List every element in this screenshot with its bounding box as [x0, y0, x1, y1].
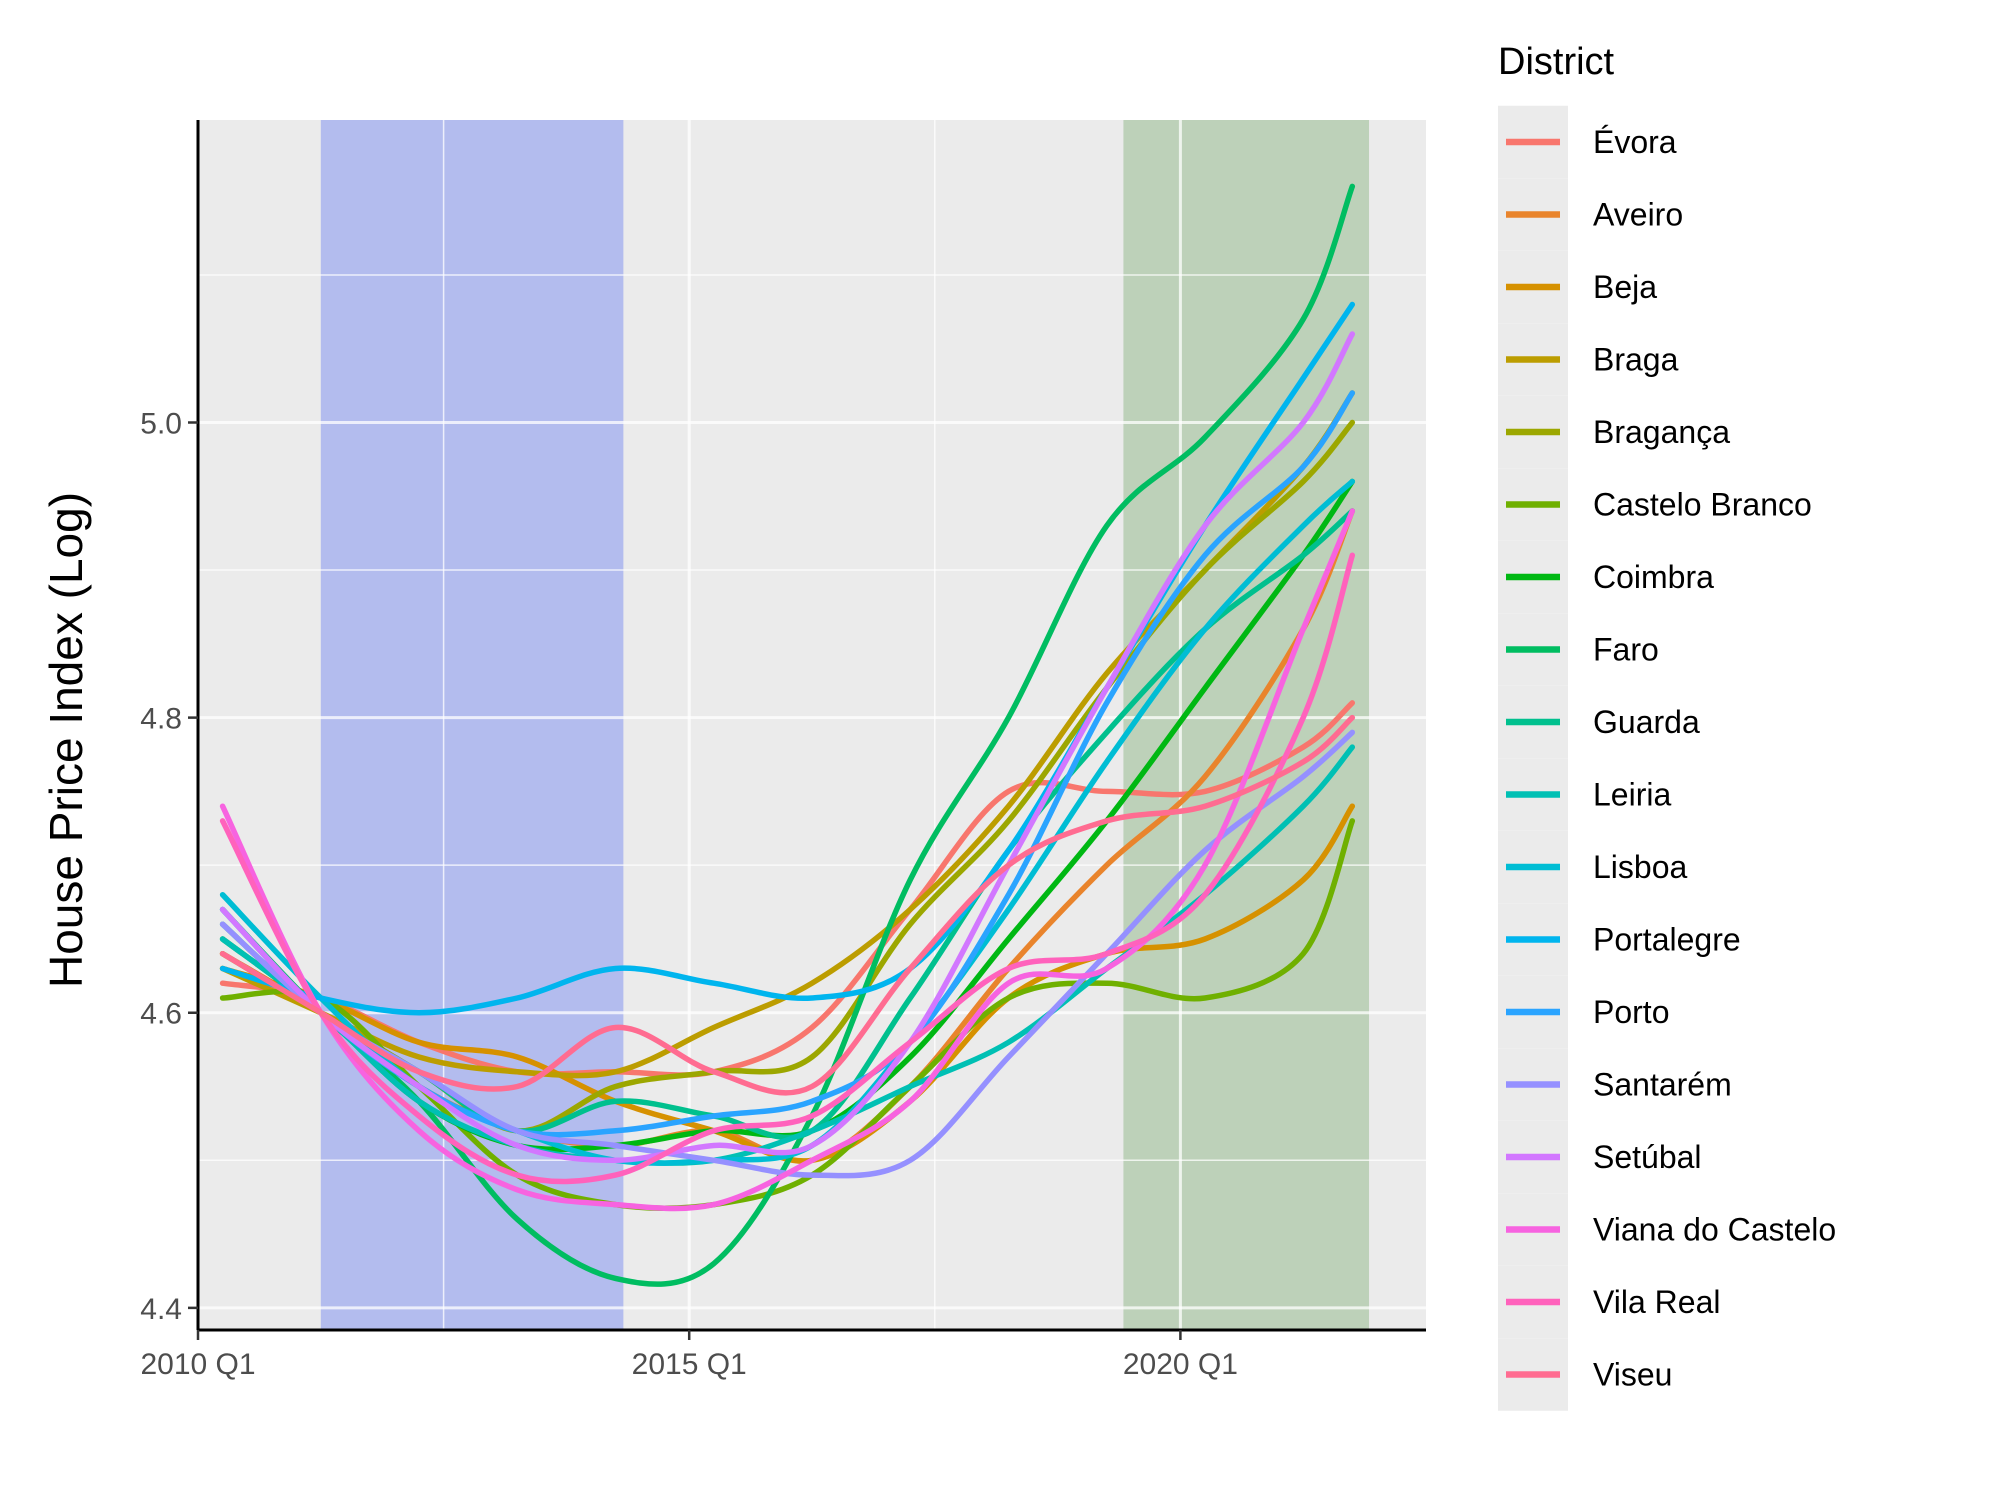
x-tick-label: 2020 Q1: [1123, 1348, 1238, 1381]
y-axis-label: House Price Index (Log): [40, 492, 92, 988]
y-tick-label: 4.8: [140, 703, 182, 736]
legend-item-label: Beja: [1593, 269, 1657, 305]
legend-item-label: Évora: [1593, 124, 1677, 160]
series-line-15: [219, 331, 1356, 1164]
y-tick-label: 4.4: [140, 1293, 182, 1326]
series-line-16: [219, 508, 1356, 1212]
series-line-18: [219, 714, 1356, 1096]
legend-item-label: Viseu: [1593, 1357, 1672, 1393]
y-tick-label: 4.6: [140, 998, 182, 1031]
legend-item-label: Santarém: [1593, 1067, 1732, 1103]
legend: District Évora Aveiro Beja Braga Bragança Cas…: [1498, 41, 1836, 1411]
legend-item-label: Faro: [1593, 632, 1659, 668]
legend-item-label: Vila Real: [1593, 1284, 1720, 1320]
legend-item-label: Porto: [1593, 994, 1669, 1030]
x-tick-label: 2010 Q1: [140, 1348, 255, 1381]
legend-item-label: Lisboa: [1593, 849, 1688, 885]
legend-item-label: Castelo Branco: [1593, 487, 1812, 523]
legend-item-label: Guarda: [1593, 704, 1700, 740]
series-lines: [219, 183, 1356, 1287]
x-tick-label: 2015 Q1: [632, 1348, 747, 1381]
legend-item-label: Leiria: [1593, 777, 1671, 813]
legend-item-label: Viana do Castelo: [1593, 1212, 1836, 1248]
y-tick-label: 5.0: [140, 408, 182, 441]
series-line-17: [219, 552, 1356, 1185]
legend-item-label: Coimbra: [1593, 559, 1714, 595]
axes: 4.4 4.6 4.8 5.0 2010 Q1 2015 Q1 2020 Q1: [140, 120, 1426, 1381]
legend-item-label: Portalegre: [1593, 922, 1741, 958]
legend-title: District: [1498, 41, 1615, 83]
legend-item-label: Aveiro: [1593, 197, 1683, 233]
legend-item-label: Bragança: [1593, 414, 1730, 450]
legend-item-label: Setúbal: [1593, 1139, 1702, 1175]
legend-item-label: Braga: [1593, 342, 1679, 378]
